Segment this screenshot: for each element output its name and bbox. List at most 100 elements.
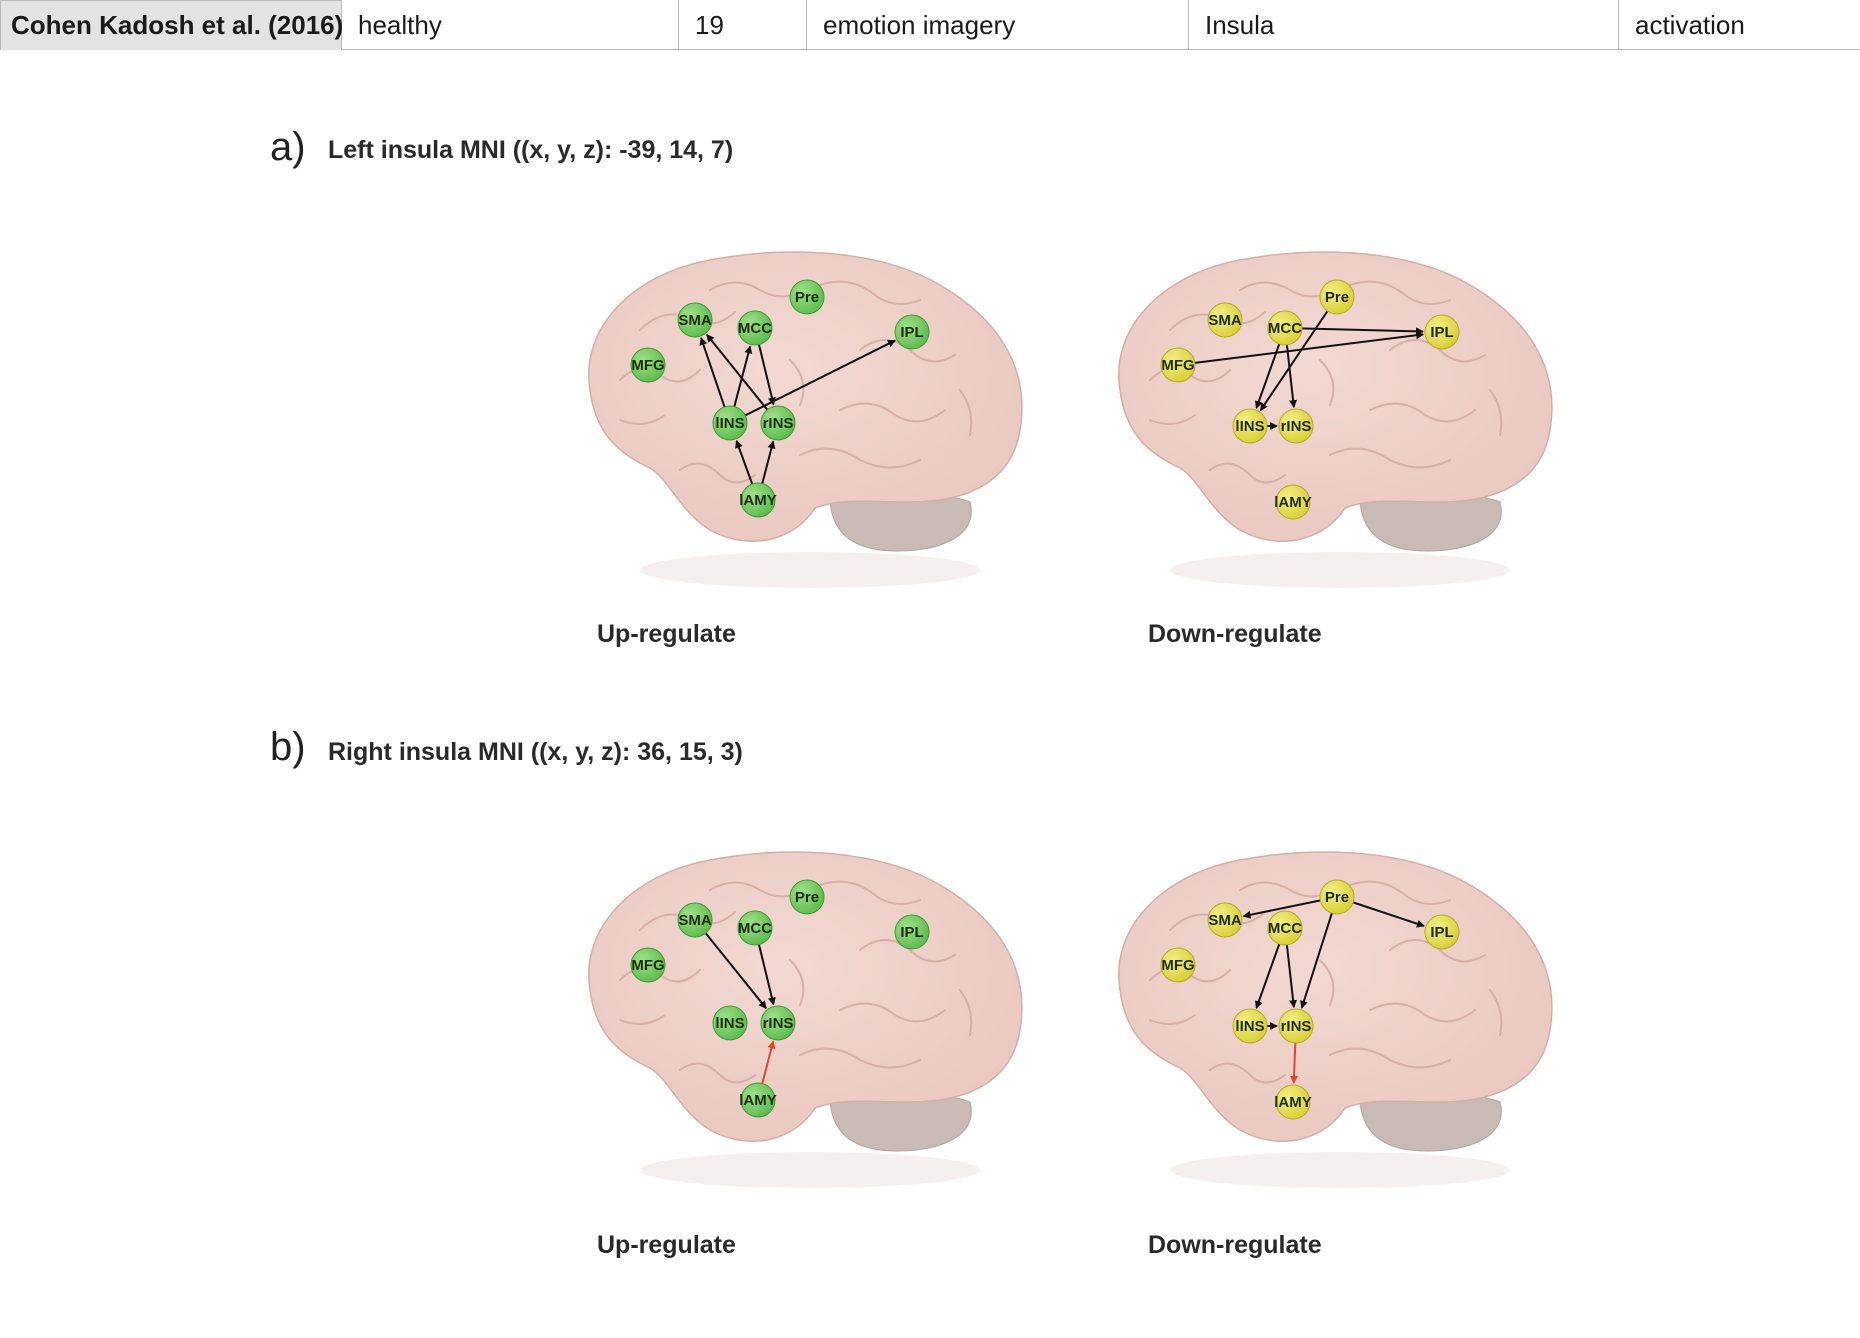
- region-node-mfg: MFG: [1160, 947, 1196, 983]
- gyrus-line: [959, 389, 973, 436]
- gyrus-line: [1149, 1014, 1196, 1025]
- connection-arrow-lINS-to-SMA: [699, 337, 727, 410]
- region-label-mfg: MFG: [631, 957, 664, 974]
- table-row: Cohen Kadosh et al. (2016) healthy 19 em…: [0, 0, 1860, 50]
- region-label-pre: Pre: [795, 889, 819, 906]
- gyrus-line: [839, 402, 946, 423]
- connection-arrow-MCC-to-rINS: [757, 942, 776, 1006]
- gyrus-line: [1369, 1002, 1476, 1023]
- region-node-rins: rINS: [760, 1005, 796, 1041]
- region-node-ipl: IPL: [1424, 914, 1460, 950]
- connection-arrow-MCC-to-lINS: [1254, 341, 1281, 410]
- region-node-mfg: MFG: [1160, 347, 1196, 383]
- panel-a-title: Left insula MNI ((x, y, z): -39, 14, 7): [328, 136, 734, 164]
- region-label-ipl: IPL: [1430, 924, 1453, 941]
- region-node-sma: SMA: [677, 302, 713, 338]
- connection-arrow-MCC-to-IPL: [1299, 327, 1425, 336]
- gyrus-line: [959, 989, 973, 1036]
- region-node-pre: Pre: [1319, 279, 1355, 315]
- region-label-lins: lINS: [715, 415, 744, 432]
- gyrus-line: [1209, 462, 1286, 484]
- gyrus-line: [1349, 280, 1451, 305]
- brain-reflection: [1170, 1152, 1510, 1188]
- region-node-lins: lINS: [1232, 1008, 1268, 1044]
- region-label-rins: rINS: [763, 1015, 794, 1032]
- gyrus-line: [1209, 1062, 1286, 1084]
- table-cell-task: emotion imagery: [807, 0, 1189, 50]
- gyrus-line: [1329, 447, 1451, 469]
- panel-b-title: Right insula MNI ((x, y, z): 36, 15, 3): [328, 738, 743, 766]
- gyrus-line: [1489, 389, 1503, 436]
- gyrus-line: [819, 880, 921, 905]
- gyrus-line: [1369, 402, 1476, 423]
- region-label-mfg: MFG: [1161, 357, 1194, 374]
- gyrus-line: [679, 1062, 756, 1084]
- connection-arrow-lAMY-to-lINS: [735, 439, 754, 487]
- region-node-lamy: lAMY: [1274, 484, 1312, 520]
- table-cell-study: Cohen Kadosh et al. (2016): [0, 0, 343, 50]
- region-node-mcc: MCC: [737, 910, 773, 946]
- caption-b-down: Down-regulate: [1148, 1231, 1322, 1259]
- caption-a-up: Up-regulate: [597, 620, 736, 648]
- region-label-pre: Pre: [1325, 889, 1349, 906]
- region-label-lins: lINS: [1235, 418, 1264, 435]
- region-node-mcc: MCC: [1267, 910, 1303, 946]
- gyrus-line: [1319, 959, 1335, 1006]
- brain-reflection: [640, 1152, 980, 1188]
- region-node-mcc: MCC: [737, 310, 773, 346]
- table-cell-n: 19: [679, 0, 807, 50]
- region-node-rins: rINS: [760, 405, 796, 441]
- region-node-sma: SMA: [677, 902, 713, 938]
- region-node-lamy: lAMY: [1274, 1084, 1312, 1120]
- brain-diagram-b-up-regulate: SMA MCC Pre IPL MFG lINS rINS lAMY: [588, 851, 1023, 1188]
- region-node-rins: rINS: [1278, 408, 1314, 444]
- connection-arrow-Pre-to-SMA: [1242, 899, 1323, 919]
- gyrus-line: [1389, 939, 1486, 963]
- connection-arrow-lAMY-to-rINS: [760, 440, 776, 486]
- panel-a-letter: a): [270, 125, 306, 169]
- connection-arrow-MCC-to-lINS: [1254, 941, 1281, 1010]
- region-label-rins: rINS: [1281, 1018, 1312, 1035]
- region-label-pre: Pre: [1325, 289, 1349, 306]
- region-node-mfg: MFG: [630, 347, 666, 383]
- connection-arrow-MFG-to-IPL: [1192, 331, 1425, 365]
- region-label-rins: rINS: [1281, 418, 1312, 435]
- region-label-sma: SMA: [1208, 912, 1242, 929]
- caption-b-up: Up-regulate: [597, 1231, 736, 1259]
- connection-arrow-lAMY-to-rINS: [760, 1040, 776, 1086]
- region-node-ipl: IPL: [1424, 314, 1460, 350]
- region-node-pre: Pre: [789, 279, 825, 315]
- region-label-ipl: IPL: [1430, 324, 1453, 341]
- gyrus-line: [799, 447, 921, 469]
- region-node-lins: lINS: [1232, 408, 1268, 444]
- region-label-sma: SMA: [678, 912, 712, 929]
- region-node-ipl: IPL: [894, 314, 930, 350]
- gyrus-line: [619, 414, 666, 425]
- region-label-lins: lINS: [715, 1015, 744, 1032]
- gyrus-line: [1389, 339, 1486, 363]
- region-label-lamy: lAMY: [1274, 1094, 1312, 1111]
- brain-diagram-b-down-regulate: SMA MCC Pre IPL MFG lINS rINS lAMY: [1118, 851, 1553, 1188]
- connection-arrow-MCC-to-rINS: [757, 342, 776, 406]
- region-label-lamy: lAMY: [739, 1092, 777, 1109]
- region-node-pre: Pre: [1319, 879, 1355, 915]
- region-node-sma: SMA: [1207, 902, 1243, 938]
- region-label-ipl: IPL: [900, 924, 923, 941]
- connection-arrow-Pre-to-IPL: [1350, 900, 1425, 928]
- region-label-sma: SMA: [1208, 312, 1242, 329]
- region-label-mfg: MFG: [631, 357, 664, 374]
- connection-arrow-lINS-to-MCC: [732, 345, 753, 409]
- gyrus-line: [839, 1002, 946, 1023]
- region-label-lamy: lAMY: [1274, 494, 1312, 511]
- region-node-lins: lINS: [712, 1005, 748, 1041]
- region-label-mcc: MCC: [1268, 320, 1302, 337]
- region-node-mcc: MCC: [1267, 310, 1303, 346]
- panel-b-letter: b): [270, 725, 306, 769]
- gyrus-line: [789, 959, 805, 1006]
- brain-diagram-a-up-regulate: SMA MCC Pre IPL MFG lINS rINS lAMY: [588, 251, 1023, 588]
- connection-arrow-rINS-to-SMA: [706, 334, 770, 412]
- table-cell-population: healthy: [342, 0, 679, 50]
- region-node-lins: lINS: [712, 405, 748, 441]
- region-node-sma: SMA: [1207, 302, 1243, 338]
- connection-arrow-Pre-to-lINS: [1259, 308, 1330, 412]
